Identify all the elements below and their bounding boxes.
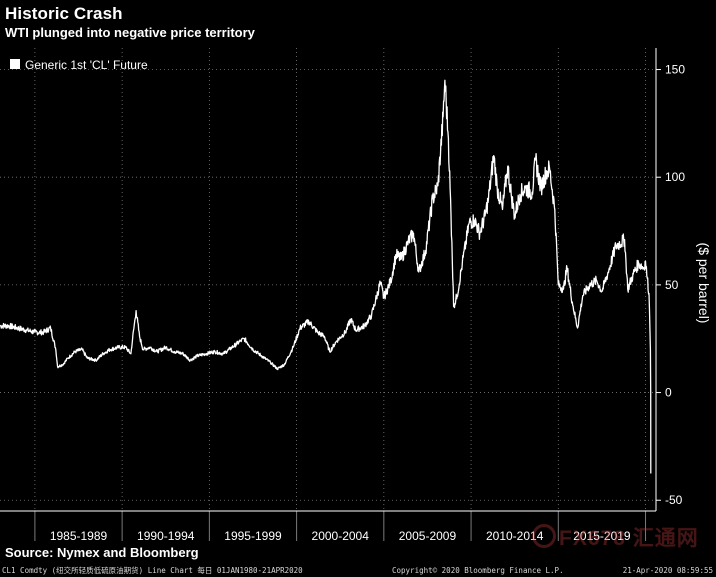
y-tick-label: 100	[665, 170, 685, 184]
x-tick-label: 2010-2014	[486, 529, 544, 543]
line-layer	[0, 79, 652, 474]
legend: Generic 1st 'CL' Future	[10, 58, 148, 72]
grid-layer	[0, 48, 656, 511]
watermark-logo: FX678 汇通网	[532, 522, 699, 552]
y-tick-label: 50	[665, 278, 679, 292]
x-tick-label: 1990-1994	[137, 529, 195, 543]
chart-title: Historic Crash	[5, 4, 123, 23]
y-tick-label: 0	[665, 386, 672, 400]
footer-timestamp: 21-Apr-2020 08:59:55	[622, 566, 713, 575]
watermark-circle-icon	[532, 524, 556, 548]
x-tick-label: 1995-1999	[224, 529, 282, 543]
legend-swatch	[10, 59, 20, 69]
x-tick-label: 2000-2004	[312, 529, 370, 543]
legend-label: Generic 1st 'CL' Future	[25, 58, 148, 72]
footer-ticker-info: CL1 Comdty (纽交所轻质低硫原油期货) Line Chart 每日 0…	[2, 566, 303, 575]
source-note: Source: Nymex and Bloomberg	[5, 545, 199, 560]
y-tick-label: -50	[665, 493, 683, 507]
chart-subtitle: WTI plunged into negative price territor…	[5, 25, 255, 40]
x-tick-label: 2005-2009	[399, 529, 457, 543]
watermark-text: FX678 汇通网	[559, 527, 699, 550]
series-line	[0, 79, 652, 474]
y-tick-label: 150	[665, 63, 685, 77]
x-tick-label: 1985-1989	[50, 529, 108, 543]
axis-layer: -50 0 50 100 150 1985-1989 1990-1994 1995-1999 2…	[0, 48, 685, 543]
y-axis-label: ($ per barrel)	[696, 243, 712, 324]
x-tick-label: 2015-2019	[573, 529, 631, 543]
footer-copyright: Copyright© 2020 Bloomberg Finance L.P.	[392, 566, 564, 575]
